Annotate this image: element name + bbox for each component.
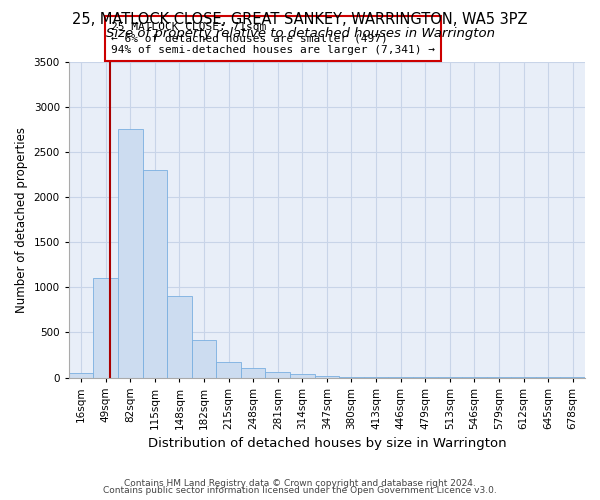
Bar [339, 376, 364, 378]
X-axis label: Distribution of detached houses by size in Warrington: Distribution of detached houses by size … [148, 437, 506, 450]
Bar [167, 296, 192, 378]
Text: Contains HM Land Registry data © Crown copyright and database right 2024.: Contains HM Land Registry data © Crown c… [124, 478, 476, 488]
Text: 25, MATLOCK CLOSE, GREAT SANKEY, WARRINGTON, WA5 3PZ: 25, MATLOCK CLOSE, GREAT SANKEY, WARRING… [72, 12, 528, 28]
Bar [69, 373, 94, 378]
Bar [290, 374, 314, 378]
Text: 25 MATLOCK CLOSE: 71sqm
← 6% of detached houses are smaller (497)
94% of semi-de: 25 MATLOCK CLOSE: 71sqm ← 6% of detached… [111, 22, 435, 55]
Bar [241, 368, 265, 378]
Bar [314, 376, 339, 378]
Text: Size of property relative to detached houses in Warrington: Size of property relative to detached ho… [106, 28, 494, 40]
Text: Contains public sector information licensed under the Open Government Licence v3: Contains public sector information licen… [103, 486, 497, 495]
Bar [94, 278, 118, 378]
Bar [364, 377, 388, 378]
Bar [217, 362, 241, 378]
Bar [118, 129, 143, 378]
Bar [265, 372, 290, 378]
Bar [192, 340, 217, 378]
Bar [143, 170, 167, 378]
Y-axis label: Number of detached properties: Number of detached properties [15, 126, 28, 312]
